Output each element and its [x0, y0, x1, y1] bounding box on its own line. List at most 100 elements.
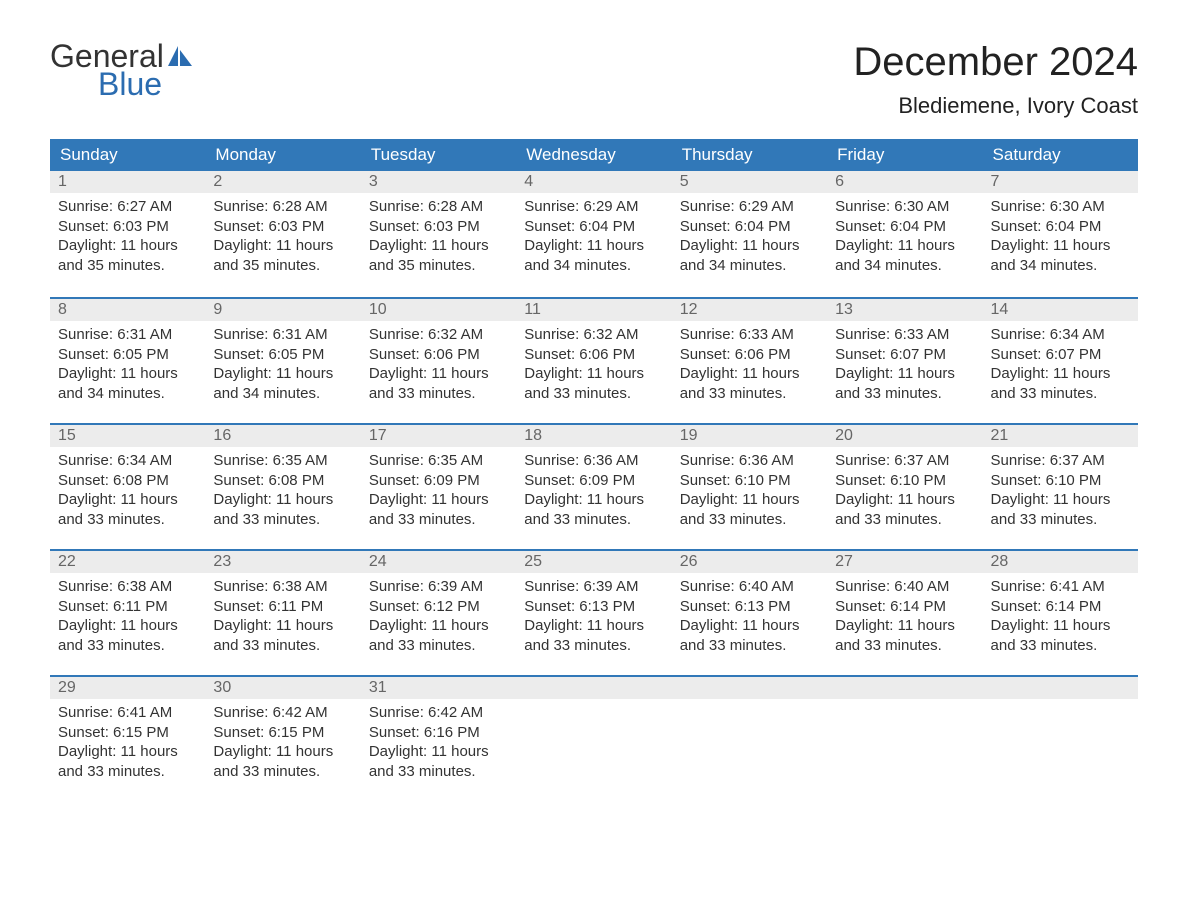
weekday-header: Monday: [205, 139, 360, 171]
sunset-line: Sunset: 6:06 PM: [369, 345, 508, 365]
sunrise-line: Sunrise: 6:29 AM: [524, 197, 663, 217]
calendar-cell: 15 Sunrise: 6:34 AMSunset: 6:08 PMDayligh…: [50, 423, 205, 549]
day-number: 6: [835, 173, 844, 190]
day-number: 20: [835, 427, 853, 444]
daylight-line: Daylight: 11 hours and 33 minutes.: [369, 616, 508, 655]
sunrise-line: Sunrise: 6:40 AM: [680, 577, 819, 597]
daylight-line: Daylight: 11 hours and 33 minutes.: [58, 742, 197, 781]
day-details: Sunrise: 6:35 AMSunset: 6:08 PMDaylight:…: [205, 447, 360, 529]
calendar-cell: 28 Sunrise: 6:41 AMSunset: 6:14 PMDayligh…: [983, 549, 1138, 675]
calendar-cell: 19Sunrise: 6:36 AMSunset: 6:10 PMDayligh…: [672, 423, 827, 549]
weekday-header: Sunday: [50, 139, 205, 171]
day-number: 28: [991, 553, 1009, 570]
daylight-line: Daylight: 11 hours and 33 minutes.: [213, 490, 352, 529]
sunset-line: Sunset: 6:05 PM: [58, 345, 197, 365]
daylight-line: Daylight: 11 hours and 34 minutes.: [524, 236, 663, 275]
daylight-line: Daylight: 11 hours and 33 minutes.: [369, 742, 508, 781]
day-number: 30: [213, 679, 231, 696]
day-details: Sunrise: 6:40 AMSunset: 6:13 PMDaylight:…: [672, 573, 827, 655]
day-details: Sunrise: 6:32 AMSunset: 6:06 PMDaylight:…: [516, 321, 671, 403]
daylight-line: Daylight: 11 hours and 33 minutes.: [835, 616, 974, 655]
sunrise-line: Sunrise: 6:28 AM: [213, 197, 352, 217]
calendar-cell: 16Sunrise: 6:35 AMSunset: 6:08 PMDayligh…: [205, 423, 360, 549]
day-number: 2: [213, 173, 222, 190]
day-details: Sunrise: 6:28 AMSunset: 6:03 PMDaylight:…: [361, 193, 516, 275]
daylight-line: Daylight: 11 hours and 33 minutes.: [369, 364, 508, 403]
day-details: Sunrise: 6:32 AMSunset: 6:06 PMDaylight:…: [361, 321, 516, 403]
sunset-line: Sunset: 6:03 PM: [58, 217, 197, 237]
sunset-line: Sunset: 6:08 PM: [58, 471, 197, 491]
sunrise-line: Sunrise: 6:31 AM: [58, 325, 197, 345]
day-details: Sunrise: 6:29 AMSunset: 6:04 PMDaylight:…: [516, 193, 671, 275]
day-number: 19: [680, 427, 698, 444]
day-number: 15: [58, 427, 76, 444]
daylight-line: Daylight: 11 hours and 33 minutes.: [991, 616, 1130, 655]
calendar-cell: 4Sunrise: 6:29 AMSunset: 6:04 PMDaylight…: [516, 171, 671, 297]
daylight-line: Daylight: 11 hours and 34 minutes.: [835, 236, 974, 275]
day-number: 23: [213, 553, 231, 570]
daylight-line: Daylight: 11 hours and 33 minutes.: [524, 616, 663, 655]
daylight-line: Daylight: 11 hours and 33 minutes.: [991, 490, 1130, 529]
daylight-line: Daylight: 11 hours and 33 minutes.: [58, 616, 197, 655]
daylight-line: Daylight: 11 hours and 33 minutes.: [835, 490, 974, 529]
daylight-line: Daylight: 11 hours and 33 minutes.: [835, 364, 974, 403]
weekday-header: Friday: [827, 139, 982, 171]
sunrise-line: Sunrise: 6:34 AM: [991, 325, 1130, 345]
sunset-line: Sunset: 6:03 PM: [213, 217, 352, 237]
sunset-line: Sunset: 6:14 PM: [991, 597, 1130, 617]
day-details: Sunrise: 6:41 AMSunset: 6:15 PMDaylight:…: [50, 699, 205, 781]
sunset-line: Sunset: 6:04 PM: [835, 217, 974, 237]
day-details: Sunrise: 6:34 AMSunset: 6:08 PMDaylight:…: [50, 447, 205, 529]
calendar-table: Sunday Monday Tuesday Wednesday Thursday…: [50, 139, 1138, 801]
sunrise-line: Sunrise: 6:30 AM: [991, 197, 1130, 217]
sunrise-line: Sunrise: 6:41 AM: [991, 577, 1130, 597]
title-block: December 2024 Blediemene, Ivory Coast: [853, 40, 1138, 119]
day-details: Sunrise: 6:28 AMSunset: 6:03 PMDaylight:…: [205, 193, 360, 275]
day-details: Sunrise: 6:31 AMSunset: 6:05 PMDaylight:…: [50, 321, 205, 403]
sunset-line: Sunset: 6:10 PM: [835, 471, 974, 491]
daylight-line: Daylight: 11 hours and 33 minutes.: [680, 364, 819, 403]
daylight-line: Daylight: 11 hours and 33 minutes.: [991, 364, 1130, 403]
day-details: Sunrise: 6:40 AMSunset: 6:14 PMDaylight:…: [827, 573, 982, 655]
sunrise-line: Sunrise: 6:29 AM: [680, 197, 819, 217]
calendar-cell: 11Sunrise: 6:32 AMSunset: 6:06 PMDayligh…: [516, 297, 671, 423]
day-details: Sunrise: 6:36 AMSunset: 6:09 PMDaylight:…: [516, 447, 671, 529]
daylight-line: Daylight: 11 hours and 33 minutes.: [680, 490, 819, 529]
sunset-line: Sunset: 6:07 PM: [991, 345, 1130, 365]
sunset-line: Sunset: 6:04 PM: [991, 217, 1130, 237]
calendar-cell: 26Sunrise: 6:40 AMSunset: 6:13 PMDayligh…: [672, 549, 827, 675]
daylight-line: Daylight: 11 hours and 33 minutes.: [213, 616, 352, 655]
sunrise-line: Sunrise: 6:39 AM: [369, 577, 508, 597]
day-details: Sunrise: 6:37 AMSunset: 6:10 PMDaylight:…: [983, 447, 1138, 529]
sunset-line: Sunset: 6:15 PM: [58, 723, 197, 743]
daylight-line: Daylight: 11 hours and 35 minutes.: [213, 236, 352, 275]
day-details: Sunrise: 6:41 AMSunset: 6:14 PMDaylight:…: [983, 573, 1138, 655]
sunrise-line: Sunrise: 6:41 AM: [58, 703, 197, 723]
weekday-header-row: Sunday Monday Tuesday Wednesday Thursday…: [50, 139, 1138, 171]
day-details: Sunrise: 6:30 AMSunset: 6:04 PMDaylight:…: [827, 193, 982, 275]
calendar-cell: 23Sunrise: 6:38 AMSunset: 6:11 PMDayligh…: [205, 549, 360, 675]
logo: General Blue: [50, 40, 192, 100]
sunset-line: Sunset: 6:06 PM: [524, 345, 663, 365]
day-details: Sunrise: 6:30 AMSunset: 6:04 PMDaylight:…: [983, 193, 1138, 275]
calendar-cell: 14Sunrise: 6:34 AMSunset: 6:07 PMDayligh…: [983, 297, 1138, 423]
calendar-cell: 18Sunrise: 6:36 AMSunset: 6:09 PMDayligh…: [516, 423, 671, 549]
sunset-line: Sunset: 6:10 PM: [991, 471, 1130, 491]
daylight-line: Daylight: 11 hours and 33 minutes.: [369, 490, 508, 529]
logo-text-blue: Blue: [98, 68, 192, 100]
day-details: Sunrise: 6:37 AMSunset: 6:10 PMDaylight:…: [827, 447, 982, 529]
calendar-cell: 1Sunrise: 6:27 AMSunset: 6:03 PMDaylight…: [50, 171, 205, 297]
sunset-line: Sunset: 6:07 PM: [835, 345, 974, 365]
day-number: 29: [58, 679, 76, 696]
sunrise-line: Sunrise: 6:39 AM: [524, 577, 663, 597]
day-number: 1: [58, 173, 67, 190]
sunrise-line: Sunrise: 6:31 AM: [213, 325, 352, 345]
calendar-row: 8Sunrise: 6:31 AMSunset: 6:05 PMDaylight…: [50, 297, 1138, 423]
day-number: 12: [680, 301, 698, 318]
day-number: 8: [58, 301, 67, 318]
sunset-line: Sunset: 6:05 PM: [213, 345, 352, 365]
sunrise-line: Sunrise: 6:33 AM: [680, 325, 819, 345]
sunrise-line: Sunrise: 6:32 AM: [524, 325, 663, 345]
sunrise-line: Sunrise: 6:37 AM: [991, 451, 1130, 471]
daylight-line: Daylight: 11 hours and 33 minutes.: [58, 490, 197, 529]
